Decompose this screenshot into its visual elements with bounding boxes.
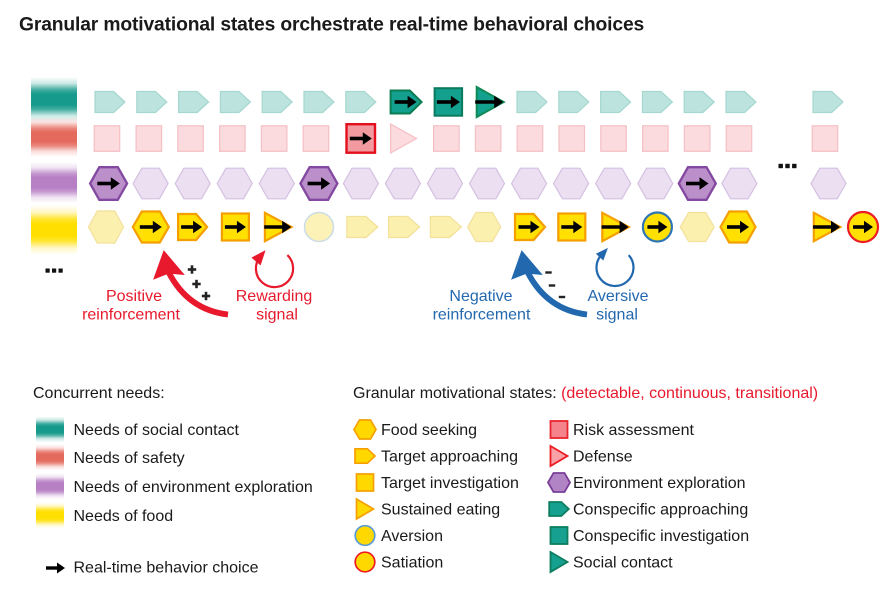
svg-text:Food seeking: Food seeking [381,422,477,439]
svg-text:Sustained eating: Sustained eating [381,502,500,519]
svg-text:Needs of safety: Needs of safety [74,450,185,467]
svg-text:Negative: Negative [449,288,512,305]
svg-text:Target approaching: Target approaching [381,449,518,466]
svg-text:Needs of food: Needs of food [74,508,174,525]
svg-text:Conspecific investigation: Conspecific investigation [573,528,749,545]
svg-text:reinforcement: reinforcement [82,307,180,324]
svg-text:Positive: Positive [106,288,162,305]
svg-text:Concurrent needs:: Concurrent needs: [33,385,165,402]
svg-text:Conspecific approaching: Conspecific approaching [573,502,748,519]
svg-text:Real-time behavior choice: Real-time behavior choice [74,560,259,577]
svg-text:Risk assessment: Risk assessment [573,422,694,439]
svg-text:Satiation: Satiation [381,555,443,572]
svg-text:Granular motivational states o: Granular motivational states orchestrate… [19,14,644,35]
svg-text:Needs of environment explorati: Needs of environment exploration [74,479,313,496]
svg-text:Environment exploration: Environment exploration [573,475,746,492]
svg-text:Defense: Defense [573,449,633,466]
svg-text:Social contact: Social contact [573,555,673,572]
svg-text:Aversive: Aversive [587,288,648,305]
svg-text:Granular motivational states:: Granular motivational states: (detectabl… [353,385,818,402]
svg-text:Target investigation: Target investigation [381,475,519,492]
svg-text:reinforcement: reinforcement [433,307,531,324]
svg-text:Rewarding: Rewarding [236,288,312,305]
svg-text:signal: signal [256,307,298,324]
svg-text:Aversion: Aversion [381,528,443,545]
svg-text:signal: signal [596,307,638,324]
svg-text:Needs of social contact: Needs of social contact [74,422,240,439]
